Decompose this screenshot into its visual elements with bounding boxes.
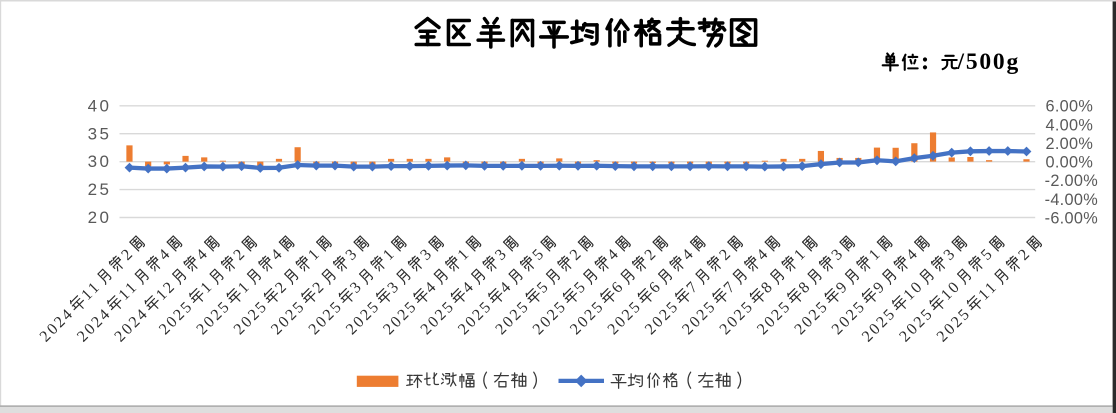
svg-text:40: 40 (88, 96, 112, 115)
svg-text:25: 25 (88, 180, 112, 199)
svg-text:4.00%: 4.00% (1046, 116, 1094, 134)
svg-text:-4.00%: -4.00% (1045, 191, 1098, 209)
svg-text:6.00%: 6.00% (1046, 98, 1094, 116)
svg-text:30: 30 (88, 152, 112, 171)
svg-text:35: 35 (88, 124, 112, 143)
svg-text:2.00%: 2.00% (1046, 135, 1094, 153)
svg-text:/500g: /500g (957, 49, 1021, 75)
svg-text:0.00%: 0.00% (1046, 154, 1094, 172)
svg-text:-2.00%: -2.00% (1045, 172, 1098, 190)
svg-text:20: 20 (88, 208, 112, 227)
svg-text:-6.00%: -6.00% (1045, 209, 1098, 227)
